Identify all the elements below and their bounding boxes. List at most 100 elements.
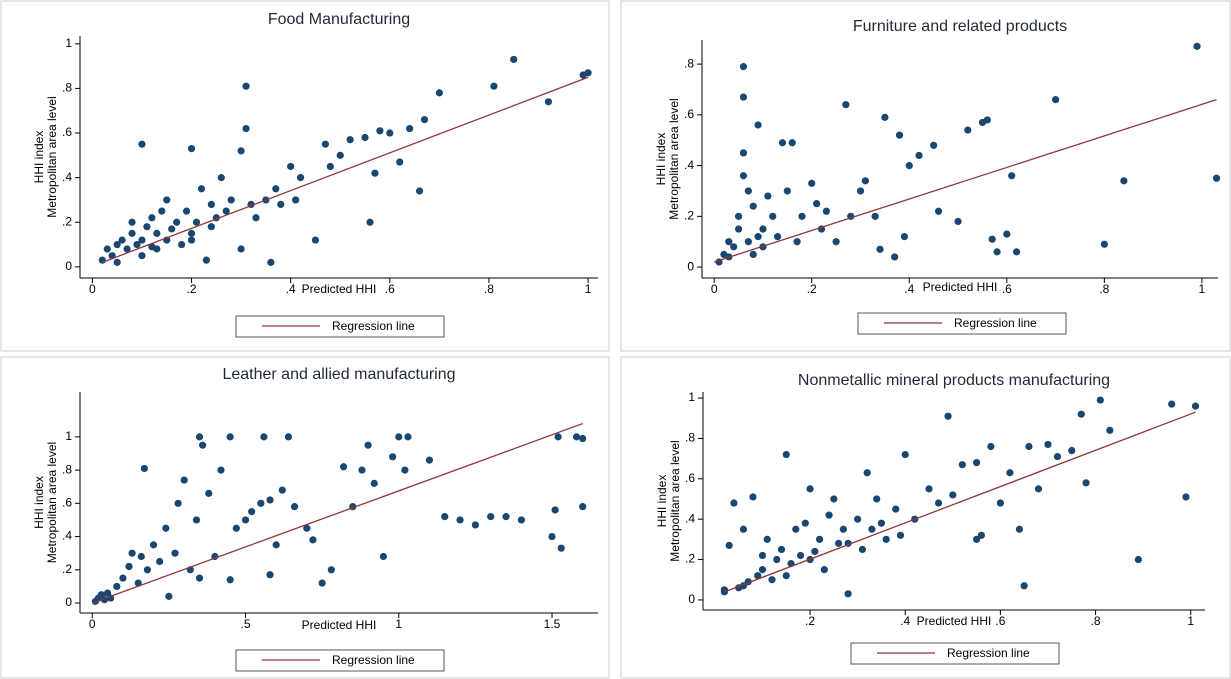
data-point bbox=[266, 496, 274, 504]
data-point bbox=[868, 525, 876, 533]
data-point bbox=[977, 531, 985, 539]
x-axis-label: Predicted HHI bbox=[917, 614, 992, 628]
data-point bbox=[187, 229, 196, 237]
data-point bbox=[138, 140, 146, 148]
x-tick-label: 1 bbox=[395, 617, 402, 631]
data-point bbox=[739, 149, 748, 157]
x-tick-label: .4 bbox=[286, 282, 296, 296]
legend-box bbox=[235, 315, 445, 338]
x-tick-label: .2 bbox=[807, 282, 817, 296]
data-point bbox=[303, 524, 311, 532]
data-point bbox=[232, 524, 240, 532]
data-point bbox=[579, 434, 587, 443]
data-point bbox=[371, 169, 379, 177]
data-point bbox=[896, 531, 905, 539]
data-point bbox=[361, 133, 369, 142]
regression-line bbox=[724, 411, 1196, 593]
data-point bbox=[401, 466, 409, 474]
x-tick-label: 1 bbox=[585, 282, 592, 296]
x-tick-label: .2 bbox=[805, 614, 815, 628]
data-point bbox=[734, 212, 743, 220]
y-axis-label: Metropolitan area level bbox=[45, 442, 59, 563]
data-point bbox=[764, 192, 772, 200]
data-point bbox=[502, 513, 510, 521]
y-axis-label: Metropolitan area level bbox=[668, 440, 682, 561]
data-point bbox=[137, 552, 145, 561]
data-point bbox=[964, 126, 972, 134]
data-point bbox=[358, 466, 366, 474]
data-point bbox=[1191, 402, 1200, 410]
data-point bbox=[763, 535, 771, 543]
data-point bbox=[292, 196, 300, 204]
y-tick-label: .2 bbox=[62, 214, 72, 228]
data-point bbox=[813, 200, 821, 208]
data-point bbox=[182, 207, 191, 215]
data-point bbox=[364, 441, 372, 449]
y-tick-label: .4 bbox=[684, 158, 694, 172]
data-point bbox=[456, 516, 464, 524]
data-point bbox=[777, 545, 786, 554]
data-point bbox=[420, 116, 429, 124]
data-point bbox=[376, 127, 384, 135]
y-tick-label: .6 bbox=[684, 107, 694, 121]
y-tick-label: .6 bbox=[62, 496, 72, 510]
x-tick-label: .6 bbox=[1002, 282, 1012, 296]
data-point bbox=[148, 214, 156, 222]
data-point bbox=[103, 245, 111, 253]
data-point bbox=[844, 590, 852, 598]
data-point bbox=[1193, 42, 1201, 50]
data-point bbox=[783, 187, 791, 195]
x-tick-label: .8 bbox=[1099, 282, 1109, 296]
x-tick-label: 1 bbox=[1187, 614, 1194, 628]
data-point bbox=[895, 131, 904, 139]
data-point bbox=[290, 503, 299, 511]
data-point bbox=[544, 98, 553, 106]
chart-title: Leather and allied manufacturing bbox=[222, 366, 455, 383]
data-point bbox=[128, 218, 136, 226]
data-point bbox=[143, 223, 151, 231]
x-tick-label: 1 bbox=[1199, 282, 1206, 296]
y-tick-label: .4 bbox=[62, 529, 72, 543]
legend-label: Regression line bbox=[947, 646, 1030, 660]
data-point bbox=[877, 519, 886, 527]
data-point bbox=[778, 139, 787, 147]
data-point bbox=[406, 124, 414, 133]
y-axis-label: HHI index bbox=[654, 133, 668, 186]
data-point bbox=[389, 453, 397, 461]
data-point bbox=[272, 185, 280, 193]
data-point bbox=[773, 555, 781, 564]
data-point bbox=[758, 566, 767, 574]
data-point bbox=[842, 101, 850, 109]
data-point bbox=[327, 566, 335, 574]
data-point bbox=[471, 521, 479, 529]
y-tick-label: 1 bbox=[65, 429, 72, 443]
data-point bbox=[296, 174, 305, 182]
data-point bbox=[1100, 240, 1108, 248]
data-point bbox=[205, 489, 213, 497]
data-point bbox=[808, 179, 816, 187]
regression-line bbox=[713, 99, 1217, 263]
data-point bbox=[173, 218, 181, 226]
data-point bbox=[140, 464, 148, 473]
data-point bbox=[854, 515, 862, 523]
y-tick-label: 1 bbox=[65, 36, 72, 50]
data-point bbox=[123, 245, 131, 253]
data-point bbox=[217, 174, 225, 182]
chart-title: Food Manufacturing bbox=[268, 11, 410, 28]
data-point bbox=[925, 485, 933, 493]
y-tick-label: .2 bbox=[62, 562, 72, 576]
x-tick-label: 0 bbox=[711, 282, 718, 296]
data-point bbox=[758, 551, 767, 560]
x-tick-label: .8 bbox=[484, 282, 494, 296]
data-point bbox=[1077, 410, 1085, 418]
data-point bbox=[548, 532, 556, 541]
data-point bbox=[744, 187, 752, 195]
data-point bbox=[195, 574, 204, 582]
data-point bbox=[336, 151, 344, 159]
data-point bbox=[248, 508, 256, 516]
data-point bbox=[379, 552, 388, 561]
x-tick-label: 1.5 bbox=[544, 617, 561, 631]
data-point bbox=[138, 252, 146, 260]
data-point bbox=[792, 525, 800, 533]
data-point bbox=[830, 495, 838, 503]
